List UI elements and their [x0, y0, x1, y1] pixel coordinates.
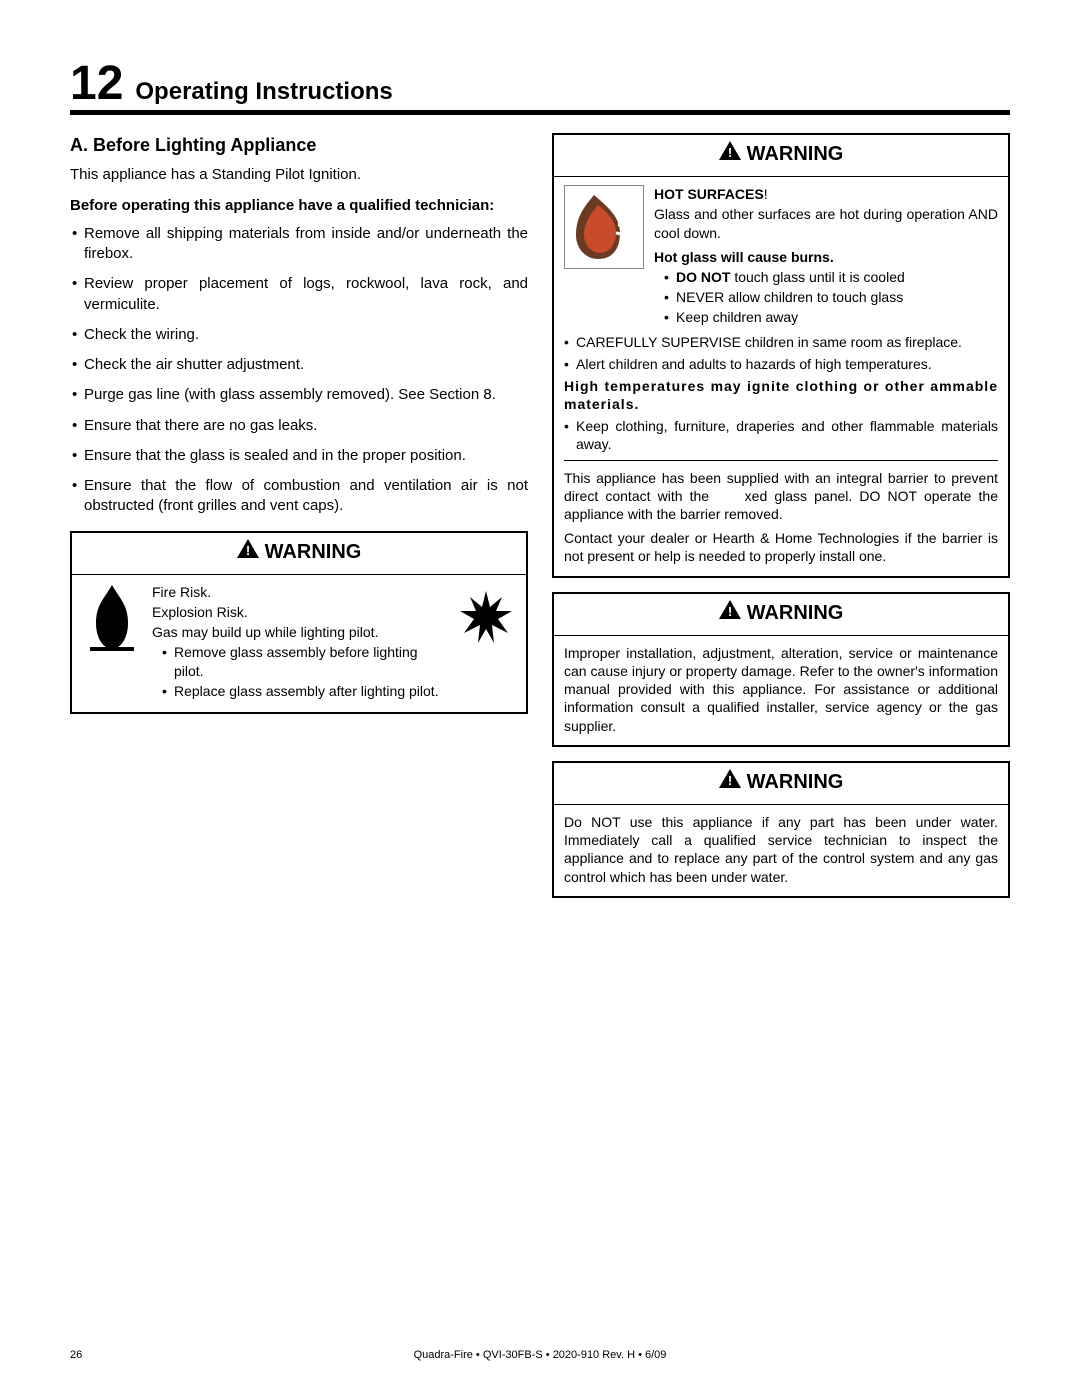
svg-text:!: ! — [727, 604, 731, 619]
warning-line: Fire Risk. — [152, 583, 446, 601]
flame-icon — [82, 583, 142, 657]
hot-glass-burns: Hot glass will cause burns. — [654, 248, 998, 266]
list-item: Ensure that the glass is sealed and in t… — [70, 446, 528, 466]
list-item: NEVER allow children to touch glass — [664, 288, 998, 306]
warning-text: Fire Risk. Explosion Risk. Gas may build… — [152, 583, 446, 702]
warning-line: Gas may build up while lighting pilot. — [152, 623, 446, 641]
warning-line: Explosion Risk. — [152, 603, 446, 621]
high-temp-warning: High temperatures may ignite clothing or… — [564, 377, 998, 413]
subsection-heading: A. Before Lighting Appliance — [70, 133, 528, 157]
divider — [564, 460, 998, 461]
warning-header: ! WARNING — [554, 594, 1008, 636]
list-item: Remove glass assembly before lighting pi… — [162, 643, 446, 679]
hot-glass-bullets: DO NOT touch glass until it is cooled NE… — [654, 268, 998, 327]
explosion-icon — [456, 583, 516, 657]
warning-triangle-icon: ! — [719, 769, 741, 796]
list-item: Check the air shutter adjustment. — [70, 355, 528, 375]
svg-text:!: ! — [245, 543, 249, 558]
hot-surfaces-label: HOT SURFACES! — [654, 185, 998, 203]
barrier-text-1: This appliance has been supplied with an… — [564, 469, 998, 524]
page-footer: 26 Quadra-Fire • QVI-30FB-S • 2020-910 R… — [70, 1349, 1010, 1361]
keep-away-bullets: Keep clothing, furniture, draperies and … — [564, 417, 998, 453]
list-item: Replace glass assembly after lighting pi… — [162, 682, 446, 700]
warning-title: WARNING — [747, 143, 844, 165]
glass-hot-line: Glass and other surfaces are hot during … — [654, 205, 998, 241]
list-item: Purge gas line (with glass assembly remo… — [70, 385, 528, 405]
warning-text: HOT SURFACES! Glass and other surfaces a… — [654, 185, 998, 328]
hot-surface-icon — [564, 185, 644, 269]
content-columns: A. Before Lighting Appliance This applia… — [70, 133, 1010, 912]
svg-text:!: ! — [727, 145, 731, 160]
warning-bullets: Remove glass assembly before lighting pi… — [152, 643, 446, 700]
warning-header: ! WARNING — [554, 135, 1008, 177]
right-column: ! WARNING HOT SURFACES! Gl — [552, 133, 1010, 912]
page-header: 12 Operating Instructions — [70, 60, 1010, 115]
list-item: Ensure that there are no gas leaks. — [70, 416, 528, 436]
warning-body: Do NOT use this appliance if any part ha… — [554, 805, 1008, 896]
footer-center: Quadra-Fire • QVI-30FB-S • 2020-910 Rev.… — [70, 1349, 1010, 1361]
warning-title: WARNING — [747, 602, 844, 624]
bold-intro: Before operating this appliance have a q… — [70, 196, 528, 216]
list-item: Remove all shipping materials from insid… — [70, 224, 528, 265]
section-number: 12 — [70, 60, 123, 108]
supervise-bullets: CAREFULLY SUPERVISE children in same roo… — [564, 333, 998, 373]
intro-text: This appliance has a Standing Pilot Igni… — [70, 165, 528, 185]
list-item: Alert children and adults to hazards of … — [564, 355, 998, 373]
warning-header: ! WARNING — [72, 533, 526, 575]
list-item: Ensure that the flow of combustion and v… — [70, 476, 528, 517]
warning-triangle-icon: ! — [719, 141, 741, 168]
checklist: Remove all shipping materials from insid… — [70, 224, 528, 517]
warning-body: HOT SURFACES! Glass and other surfaces a… — [554, 177, 1008, 575]
left-column: A. Before Lighting Appliance This applia… — [70, 133, 528, 912]
warning-box-hot-surfaces: ! WARNING HOT SURFACES! Gl — [552, 133, 1010, 578]
list-item: Check the wiring. — [70, 325, 528, 345]
warning-box-improper-install: ! WARNING Improper installation, adjustm… — [552, 592, 1010, 747]
list-item: Keep children away — [664, 308, 998, 326]
list-item: Review proper placement of logs, rockwoo… — [70, 274, 528, 315]
warning-title: WARNING — [265, 541, 362, 563]
warning-triangle-icon: ! — [237, 539, 259, 566]
warning-header: ! WARNING — [554, 763, 1008, 805]
warning-body: Improper installation, adjustment, alter… — [554, 636, 1008, 745]
barrier-text-2: Contact your dealer or Hearth & Home Tec… — [564, 529, 998, 565]
warning-triangle-icon: ! — [719, 600, 741, 627]
warning-title: WARNING — [747, 771, 844, 793]
warning-body: Fire Risk. Explosion Risk. Gas may build… — [72, 575, 526, 712]
warning-box-fire-risk: ! WARNING Fire Risk. Explosion Risk. Gas… — [70, 531, 528, 714]
warning-box-under-water: ! WARNING Do NOT use this appliance if a… — [552, 761, 1010, 898]
svg-text:!: ! — [727, 773, 731, 788]
list-item: CAREFULLY SUPERVISE children in same roo… — [564, 333, 998, 351]
list-item: DO NOT touch glass until it is cooled — [664, 268, 998, 286]
list-item: Keep clothing, furniture, draperies and … — [564, 417, 998, 453]
section-title: Operating Instructions — [135, 78, 392, 106]
